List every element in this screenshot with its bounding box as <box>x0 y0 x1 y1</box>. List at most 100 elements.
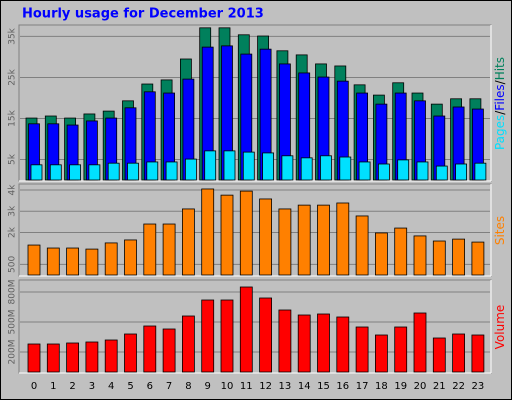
y-tick-label: 500M <box>8 310 18 335</box>
x-tick-label: 20 <box>414 381 427 392</box>
x-tick-label: 7 <box>166 381 172 392</box>
bar <box>281 155 294 181</box>
bar <box>262 152 275 181</box>
bar <box>85 248 99 276</box>
bar <box>300 157 313 181</box>
bar <box>259 297 273 373</box>
series-legend: Pages/Files/Hits <box>493 57 507 150</box>
bar <box>355 326 369 373</box>
x-tick-label: 4 <box>108 381 114 392</box>
x-tick-label: 0 <box>31 381 37 392</box>
bar <box>46 247 60 276</box>
series-legend: Volume <box>493 305 507 350</box>
bar <box>165 161 178 181</box>
x-tick-label: 12 <box>259 381 272 392</box>
bar <box>377 163 390 181</box>
bar <box>455 163 468 181</box>
bar <box>220 194 234 276</box>
bar <box>297 314 311 373</box>
series-legend: Sites <box>493 216 507 245</box>
bar <box>69 164 81 181</box>
bar <box>27 244 41 276</box>
bar <box>107 162 120 181</box>
bar <box>239 286 253 373</box>
y-tick-label: 5k <box>8 153 18 165</box>
bar <box>374 232 388 276</box>
bar <box>374 334 388 373</box>
legend-entry: Sites <box>493 216 507 245</box>
y-tick-label: 4k <box>8 184 18 196</box>
bar <box>452 238 466 276</box>
bar <box>336 202 350 276</box>
bar <box>317 313 330 373</box>
x-tick-label: 22 <box>452 381 465 392</box>
x-tick-label: 14 <box>298 381 311 392</box>
bar <box>397 159 410 181</box>
bar <box>66 342 79 373</box>
y-tick-label: 200M <box>8 340 18 365</box>
bar <box>46 343 60 373</box>
bar <box>181 208 195 276</box>
x-tick-label: 3 <box>89 381 95 392</box>
bar <box>104 242 118 276</box>
bar <box>413 312 427 373</box>
bar <box>452 333 466 373</box>
x-tick-label: 8 <box>185 381 191 392</box>
bar <box>104 339 118 373</box>
bar <box>88 164 101 181</box>
bar <box>242 151 255 181</box>
bar <box>317 204 330 276</box>
bar <box>259 198 273 276</box>
legend-entry: Files <box>493 84 507 110</box>
chart-title: Hourly usage for December 2013 <box>22 7 264 22</box>
y-tick-label: 800M <box>8 280 18 305</box>
bar <box>336 316 350 373</box>
bar <box>27 343 41 373</box>
bar <box>432 337 446 373</box>
x-tick-label: 9 <box>205 381 211 392</box>
bar <box>181 315 195 373</box>
x-tick-label: 18 <box>375 381 388 392</box>
bar <box>358 161 371 181</box>
bar <box>432 240 446 276</box>
bar <box>184 158 197 181</box>
bar <box>162 223 176 276</box>
bar <box>162 328 176 373</box>
x-tick-label: 6 <box>147 381 153 392</box>
x-tick-label: 16 <box>336 381 349 392</box>
x-tick-label: 5 <box>127 381 133 392</box>
bar <box>146 161 159 181</box>
x-tick-label: 19 <box>394 381 407 392</box>
legend-separator: / <box>493 79 507 84</box>
x-tick-label: 11 <box>240 381 253 392</box>
bar <box>85 341 99 373</box>
x-tick-label: 23 <box>472 381 485 392</box>
bar <box>471 334 485 373</box>
y-tick-label: 2k <box>8 226 18 238</box>
bar <box>394 326 408 373</box>
bar <box>223 150 236 181</box>
bar <box>339 156 352 181</box>
x-tick-label: 1 <box>50 381 56 392</box>
bar <box>30 164 43 181</box>
bar <box>394 227 408 276</box>
bar <box>471 241 485 276</box>
x-tick-label: 2 <box>69 381 75 392</box>
y-tick-label: 25k <box>8 68 18 85</box>
x-tick-label: 10 <box>221 381 234 392</box>
bar <box>355 215 369 276</box>
x-tick-label: 13 <box>279 381 292 392</box>
bar <box>413 235 427 276</box>
bar <box>201 299 215 373</box>
bar <box>124 333 137 373</box>
bar <box>49 164 62 181</box>
bar <box>204 150 217 181</box>
y-tick-label: 35k <box>8 27 18 44</box>
bar <box>124 239 137 276</box>
bar <box>220 299 234 373</box>
bar <box>66 247 79 276</box>
bar <box>278 309 292 373</box>
y-tick-label: 15k <box>8 109 18 126</box>
legend-separator: / <box>493 110 507 115</box>
bar <box>435 165 448 181</box>
